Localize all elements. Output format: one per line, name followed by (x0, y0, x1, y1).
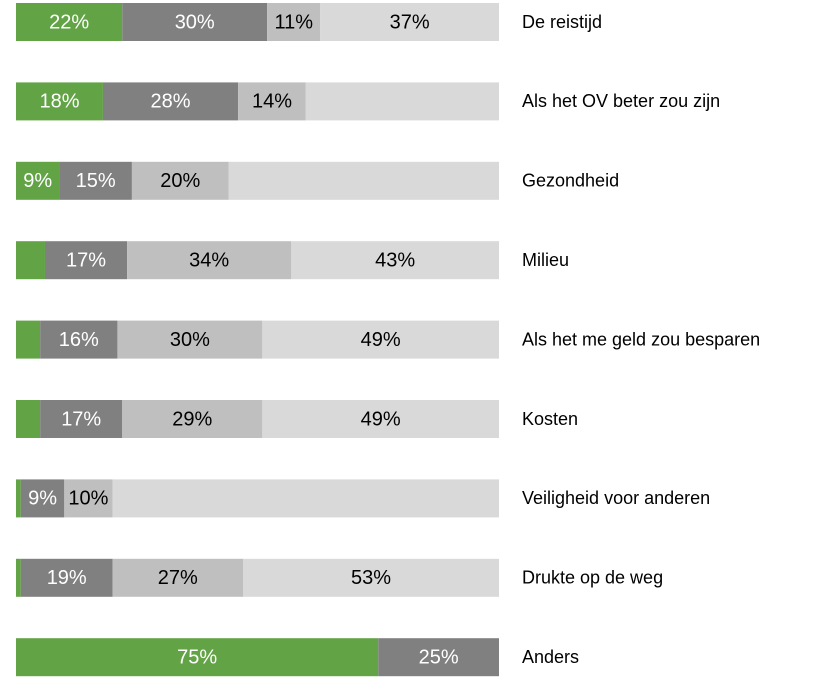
value-label: 49% (361, 329, 401, 351)
bar-segment (64, 479, 113, 518)
category-label: Milieu (522, 250, 569, 270)
category-label: Anders (522, 647, 579, 667)
bar-segment (267, 3, 321, 41)
category-label: Veiligheid voor anderen (522, 488, 710, 508)
value-label: 28% (151, 91, 191, 113)
value-label: 22% (49, 11, 89, 33)
value-label: 17% (66, 249, 106, 271)
bar-segment (262, 400, 499, 438)
value-label: 9% (28, 488, 57, 510)
bar-segment (238, 82, 306, 121)
category-label: Als het me geld zou besparen (522, 329, 760, 349)
bar-segment (243, 558, 499, 597)
bar-segment (378, 638, 499, 677)
bar-segment (112, 558, 244, 597)
value-label: 9% (23, 170, 52, 192)
value-label: 34% (189, 249, 229, 271)
category-label: Als het OV beter zou zijn (522, 91, 720, 111)
bar-segment (305, 82, 499, 121)
bar-segment (122, 400, 263, 438)
bar-segment (16, 400, 41, 438)
bar-segment (16, 558, 21, 597)
bar-segment (16, 241, 45, 280)
value-label: 20% (160, 170, 200, 192)
bar-segment (16, 638, 379, 677)
category-label: Gezondheid (522, 171, 619, 191)
value-label: 37% (390, 11, 430, 33)
bar-segment (16, 479, 21, 518)
value-label: 27% (158, 567, 198, 589)
bar-segment (16, 161, 60, 200)
bar-segment (320, 3, 499, 41)
category-label: Drukte op de weg (522, 568, 663, 588)
bar-segment (262, 320, 499, 359)
bar-segment (127, 241, 292, 280)
category-label: Kosten (522, 409, 578, 429)
bar-segment (16, 82, 103, 121)
bar-segment (122, 3, 268, 41)
value-label: 25% (419, 646, 459, 668)
value-label: 43% (375, 249, 415, 271)
value-label: 53% (351, 567, 391, 589)
bar-segment (16, 3, 123, 41)
bar-segment (112, 479, 499, 518)
bar-segment (117, 320, 263, 359)
value-label: 18% (39, 91, 79, 113)
value-label: 17% (61, 408, 101, 430)
value-label: 75% (177, 646, 217, 668)
bar-segment (20, 558, 113, 597)
bar-segment (20, 479, 65, 518)
category-label: De reistijd (522, 12, 602, 32)
bar-segment (291, 241, 499, 280)
value-label: 10% (68, 488, 108, 510)
bar-segment (44, 241, 128, 280)
value-label: 15% (76, 170, 116, 192)
bar-segment (40, 400, 123, 438)
value-label: 30% (170, 329, 210, 351)
value-label: 49% (361, 408, 401, 430)
bar-segment (102, 82, 239, 121)
bar-segment (228, 161, 499, 200)
bar-segment (16, 320, 41, 359)
bar-segment (40, 320, 118, 359)
value-label: 16% (59, 329, 99, 351)
bar-segment (131, 161, 229, 200)
value-label: 11% (274, 11, 313, 33)
value-label: 19% (47, 567, 87, 589)
value-label: 29% (172, 408, 212, 430)
bar-segment (59, 161, 132, 200)
value-label: 14% (252, 91, 292, 113)
value-label: 30% (175, 11, 215, 33)
